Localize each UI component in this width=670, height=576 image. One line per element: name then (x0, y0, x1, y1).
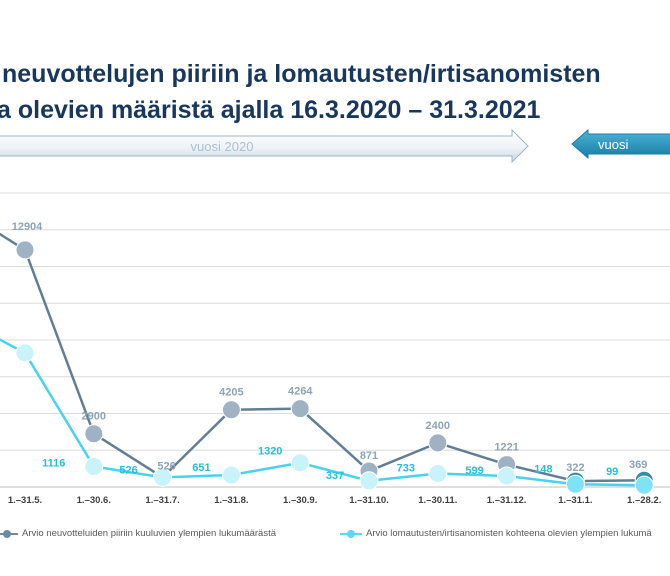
series2-line (23, 352, 645, 487)
x-tick-label: 1.–31.5. (8, 495, 42, 506)
x-tick-label: 1.–31.7. (145, 495, 179, 506)
legend: Arvio neuvotteluiden piiriin kuuluvien y… (0, 528, 670, 548)
series1-data-label: 1221 (494, 442, 518, 454)
series1-line (23, 249, 645, 483)
series1-data-label: 12904 (12, 221, 43, 233)
series2-point (565, 474, 585, 494)
series2-point (497, 466, 517, 486)
series2-point (428, 464, 448, 484)
legend-item-series2: Arvio lomautusten/irtisanomisten kohteen… (340, 528, 652, 539)
series1-data-label: 4205 (219, 387, 243, 399)
series2-data-label: 99 (606, 466, 618, 478)
series1-data-label: 2400 (426, 420, 450, 432)
series2-data-label: 733 (397, 463, 415, 475)
series2-data-label: 651 (192, 462, 210, 474)
x-tick-label: 1.–30.9. (283, 495, 317, 506)
banner-2020-arrow (0, 128, 529, 164)
x-tick-label: 1.–31.8. (214, 495, 248, 506)
series1-point (221, 400, 241, 420)
gridlines (0, 192, 670, 488)
series2-point (84, 456, 104, 476)
legend-swatch-series2 (340, 529, 362, 539)
chart-title-line1: neuvottelujen piiriin ja lomautusten/irt… (2, 60, 601, 88)
series1-data-label: 322 (566, 462, 584, 474)
series1-point (428, 433, 448, 453)
banner-2021-arrow (571, 128, 670, 160)
series2-point (15, 343, 35, 363)
series1-data-label: 871 (360, 450, 378, 462)
series1-data-label: 2900 (82, 411, 106, 423)
series2-point (290, 453, 310, 473)
series1-data-label: 369 (629, 459, 647, 471)
banner-2020: vuosi 2020 (0, 128, 529, 164)
legend-item-series1: Arvio neuvotteluiden piiriin kuuluvien y… (0, 528, 276, 539)
series1-point (84, 424, 104, 444)
banner-2021: vuosi (571, 128, 670, 160)
series2-point (634, 475, 654, 495)
banner-2020-label: vuosi 2020 (191, 139, 254, 154)
series1-point (290, 399, 310, 419)
chart-title-line2: a olevien määristä ajalla 16.3.2020 – 31… (0, 96, 541, 124)
series2-data-label: 599 (465, 465, 483, 477)
series2-point (221, 465, 241, 485)
legend-swatch-series1 (0, 529, 18, 539)
series2-data-label: 148 (534, 463, 552, 475)
series2-data-label: 1116 (42, 457, 65, 469)
legend-label-series2: Arvio lomautusten/irtisanomisten kohteen… (366, 528, 652, 539)
series1-point (15, 240, 35, 260)
series2-data-label: 526 (119, 464, 137, 476)
legend-label-series1: Arvio neuvotteluiden piiriin kuuluvien y… (22, 528, 276, 539)
x-tick-label: 1.–30.6. (77, 495, 111, 506)
x-axis: 1.–31.5. 1.–30.6. 1.–31.7. 1.–31.8. 1.–30.9.… (8, 495, 662, 506)
x-tick-label: 1.–31.10. (349, 495, 389, 506)
series2-data-label: 1320 (258, 446, 282, 458)
series2-data-label: 337 (326, 470, 344, 482)
series1-data-label: 4264 (288, 386, 313, 398)
x-tick-label: 1.–31.12. (487, 495, 527, 506)
x-tick-label: 1.–31.1. (558, 495, 592, 506)
series2-point (153, 467, 173, 487)
series2-point (359, 471, 379, 491)
banner-2021-label: vuosi (598, 137, 628, 152)
series1-data-label: 526 (157, 460, 175, 472)
x-tick-label: 1.–28.2. (627, 495, 661, 506)
series-layer: 12904 2900 526 4205 4264 871 2400 1221 322 369 111… (0, 221, 654, 495)
x-tick-label: 1.–30.11. (418, 495, 457, 506)
